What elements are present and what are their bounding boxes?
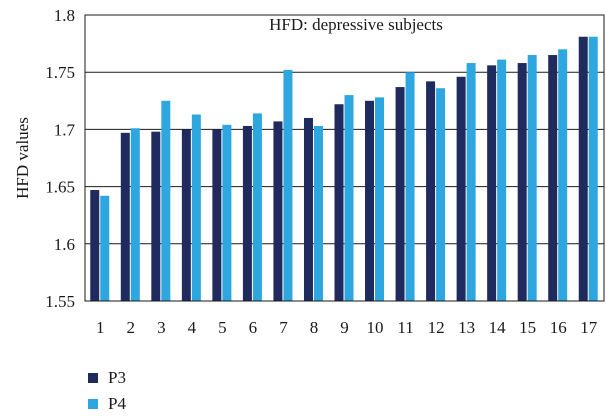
bar-p4-7 <box>283 69 293 301</box>
bar-p4-12 <box>436 88 446 301</box>
x-tick-label: 4 <box>188 318 197 337</box>
y-tick-label: 1.65 <box>45 178 75 197</box>
x-tick-label: 15 <box>519 318 536 337</box>
x-tick-label: 3 <box>157 318 166 337</box>
bar-p3-3 <box>151 131 161 301</box>
bar-p4-15 <box>527 55 537 301</box>
bar-p3-15 <box>517 63 527 301</box>
bar-p3-7 <box>273 121 283 301</box>
x-tick-label: 5 <box>218 318 227 337</box>
legend-swatch-p4 <box>88 399 98 409</box>
bar-p3-10 <box>365 100 375 301</box>
x-tick-label: 16 <box>550 318 567 337</box>
legend-item-p4: P4 <box>88 391 126 417</box>
bar-p4-1 <box>100 195 110 301</box>
bar-p4-5 <box>222 124 232 301</box>
x-tick-label: 17 <box>580 318 598 337</box>
chart-title: HFD: depressive subjects <box>269 15 443 34</box>
bar-p4-14 <box>497 59 507 302</box>
bar-p3-17 <box>578 36 588 302</box>
bar-p4-2 <box>130 128 140 301</box>
y-tick-label: 1.8 <box>54 6 75 25</box>
bar-chart: 1.551.61.651.71.751.8 1 2 3 4 5 6 7 8 9 10 11 12 13 1… <box>13 6 605 337</box>
legend-label-p3: P3 <box>108 368 126 387</box>
y-tick-label: 1.6 <box>54 235 75 254</box>
x-tick-label: 9 <box>340 318 349 337</box>
x-tick-label: 13 <box>458 318 475 337</box>
bar-p3-4 <box>181 129 191 301</box>
legend-label-p4: P4 <box>108 394 126 413</box>
bar-p4-9 <box>344 95 354 301</box>
bar-p4-6 <box>252 113 262 301</box>
x-tick-labels: 1 2 3 4 5 6 7 8 9 10 11 12 13 14 15 16 17 <box>96 318 598 337</box>
y-tick-labels: 1.55 1.6 1.65 1.7 1.75 1.8 <box>45 6 75 311</box>
bars <box>90 36 598 302</box>
bar-p4-8 <box>313 125 323 301</box>
y-tick-label: 1.55 <box>45 292 75 311</box>
bar-p3-8 <box>303 117 313 302</box>
bar-p4-17 <box>588 36 598 302</box>
bar-p4-13 <box>466 63 476 301</box>
y-axis-label: HFD values <box>13 117 32 199</box>
x-tick-label: 12 <box>428 318 445 337</box>
bar-p4-4 <box>191 114 201 301</box>
bar-p3-9 <box>334 104 344 302</box>
bar-p3-2 <box>120 132 130 301</box>
x-tick-label: 6 <box>249 318 258 337</box>
bar-p3-6 <box>242 125 252 301</box>
bar-p4-16 <box>558 49 568 301</box>
legend: P3 P4 <box>88 365 126 417</box>
y-tick-label: 1.7 <box>54 120 76 139</box>
bar-p3-13 <box>456 76 466 301</box>
x-tick-label: 11 <box>397 318 413 337</box>
bar-p3-11 <box>395 87 405 302</box>
bar-p4-11 <box>405 72 415 301</box>
bar-p3-16 <box>548 55 558 301</box>
x-tick-label: 1 <box>96 318 105 337</box>
x-tick-label: 2 <box>127 318 136 337</box>
x-tick-label: 8 <box>310 318 319 337</box>
y-tick-label: 1.75 <box>45 63 75 82</box>
bar-p3-1 <box>90 190 100 301</box>
x-tick-label: 7 <box>279 318 288 337</box>
legend-swatch-p3 <box>88 373 98 383</box>
legend-item-p3: P3 <box>88 365 126 391</box>
x-tick-label: 10 <box>367 318 384 337</box>
bar-p4-10 <box>375 97 385 301</box>
bar-p3-5 <box>212 129 222 301</box>
bar-p4-3 <box>161 100 171 301</box>
bar-p3-12 <box>426 81 436 302</box>
x-tick-label: 14 <box>489 318 507 337</box>
plot-frame <box>84 14 605 302</box>
bar-p3-14 <box>487 65 497 301</box>
